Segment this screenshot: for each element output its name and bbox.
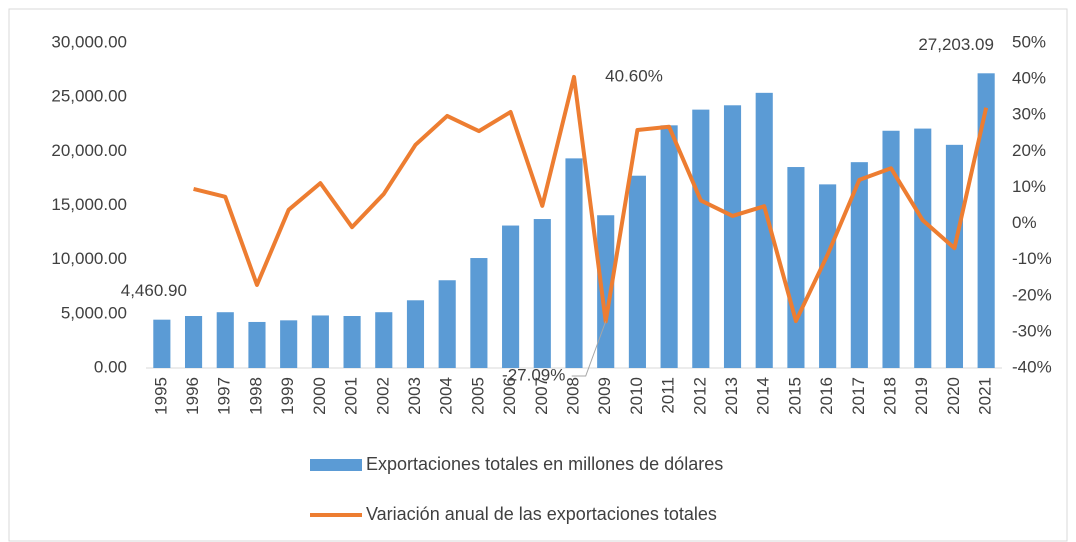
legend-label: Variación anual de las exportaciones tot… <box>366 504 717 524</box>
bar <box>660 125 678 368</box>
y-tick-label: 5,000.00 <box>61 303 127 322</box>
bar <box>850 162 868 368</box>
bar <box>438 280 456 368</box>
bar <box>248 321 266 368</box>
x-tick-label: 2018 <box>881 377 900 415</box>
data-label: 40.60% <box>605 66 663 85</box>
x-tick-label: 2003 <box>405 377 424 415</box>
bar <box>533 219 551 368</box>
x-tick-label: 2016 <box>817 377 836 415</box>
x-tick-label: 1995 <box>151 377 170 415</box>
y2-tick-label: -30% <box>1012 321 1052 340</box>
bar <box>755 92 773 368</box>
bar <box>375 312 393 368</box>
x-tick-label: 2005 <box>468 377 487 415</box>
line <box>193 74 989 324</box>
y-tick-label: 10,000.00 <box>51 249 127 268</box>
bar <box>343 316 361 368</box>
y2-tick-label: -10% <box>1012 249 1052 268</box>
bar <box>280 320 298 368</box>
x-tick-label: 2000 <box>310 377 329 415</box>
bar <box>723 105 742 369</box>
bar <box>945 144 964 368</box>
x-tick-label: 1998 <box>246 377 265 415</box>
x-tick-label: 2011 <box>659 377 678 414</box>
x-tick-label: 2007 <box>532 377 551 415</box>
bar <box>153 319 171 368</box>
bar <box>184 316 203 368</box>
bar <box>502 225 520 368</box>
y2-tick-label: 50% <box>1012 32 1046 51</box>
y2-tick-label: 40% <box>1012 69 1046 88</box>
leader-line <box>571 321 607 377</box>
legend-label: Exportaciones totales en millones de dól… <box>366 454 723 474</box>
x-tick-label: 2013 <box>722 377 741 415</box>
y2-tick-label: -20% <box>1012 285 1052 304</box>
x-tick-label: 2006 <box>500 377 519 415</box>
x-tick-label: 2012 <box>690 377 709 415</box>
x-tick-label: 2008 <box>563 377 582 415</box>
y2-tick-label: 20% <box>1012 141 1046 160</box>
bar <box>565 158 583 368</box>
x-tick-label: 2010 <box>627 377 646 415</box>
y-tick-label: 30,000.00 <box>51 32 127 51</box>
x-tick-label: 2014 <box>754 377 773 415</box>
x-tick-label: 2004 <box>437 377 456 415</box>
x-tick-label: 1996 <box>183 377 202 415</box>
bar <box>470 258 488 368</box>
bar <box>597 215 615 368</box>
x-tick-label: 2009 <box>595 377 614 415</box>
bar <box>311 315 329 368</box>
y2-tick-label: 30% <box>1012 105 1046 124</box>
bar <box>628 175 646 368</box>
y-tick-label: 15,000.00 <box>51 195 127 214</box>
y2-tick-label: 10% <box>1012 177 1046 196</box>
bar <box>406 300 425 368</box>
bar <box>216 312 234 368</box>
x-tick-label: 1999 <box>278 377 297 415</box>
x-tick-label: 2019 <box>912 377 931 415</box>
x-tick-label: 1997 <box>215 377 234 415</box>
y-tick-label: 0.00 <box>94 357 127 376</box>
bar <box>882 130 900 368</box>
bar <box>819 184 837 368</box>
x-tick-label: 2021 <box>976 377 995 415</box>
y2-tick-label: 0% <box>1012 213 1037 232</box>
y-tick-label: 25,000.00 <box>51 87 127 106</box>
x-tick-label: 2002 <box>373 377 392 415</box>
bar <box>787 167 805 368</box>
bar <box>692 109 710 368</box>
legend-swatch <box>310 459 362 471</box>
data-label: 4,460.90 <box>121 281 187 300</box>
bar <box>977 73 995 368</box>
x-tick-label: 2001 <box>342 377 361 415</box>
x-tick-label: 2020 <box>944 377 963 415</box>
y2-tick-label: -40% <box>1012 357 1052 376</box>
x-tick-label: 2017 <box>849 377 868 415</box>
data-label: -27.09% <box>502 365 565 384</box>
data-label: 27,203.09 <box>918 35 994 54</box>
y-tick-label: 20,000.00 <box>51 141 127 160</box>
bar <box>914 128 932 368</box>
x-tick-label: 2015 <box>785 377 804 415</box>
